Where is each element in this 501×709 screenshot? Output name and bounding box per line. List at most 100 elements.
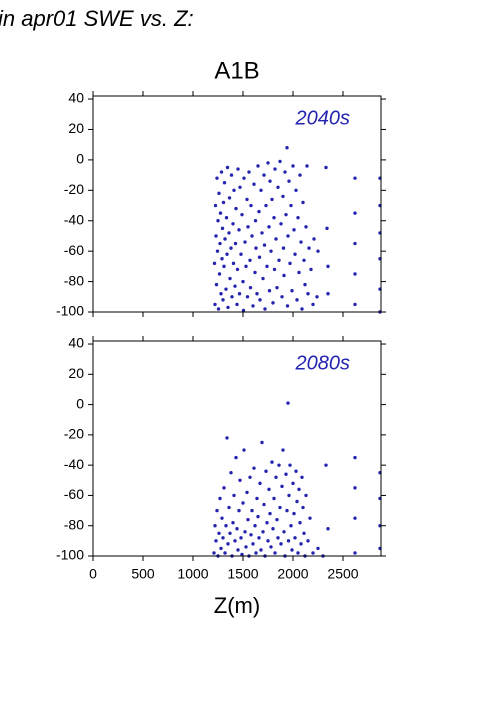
- point: [242, 448, 246, 452]
- point: [212, 551, 216, 555]
- point: [326, 264, 330, 269]
- page-title: in apr01 SWE vs. Z:: [0, 6, 194, 31]
- point: [231, 520, 235, 525]
- point: [261, 530, 265, 534]
- point: [257, 209, 261, 214]
- point: [297, 487, 301, 492]
- point: [215, 176, 219, 180]
- point: [274, 237, 278, 241]
- point: [298, 173, 302, 177]
- y-tick-label: -40: [64, 456, 84, 472]
- point: [228, 531, 232, 535]
- point: [246, 517, 250, 522]
- point: [221, 536, 225, 540]
- point: [299, 240, 303, 244]
- point: [225, 436, 229, 440]
- point: [304, 225, 308, 229]
- point: [315, 295, 319, 299]
- point: [213, 524, 217, 528]
- point: [273, 551, 277, 555]
- point: [277, 258, 281, 262]
- y-tick-label: 40: [68, 90, 84, 106]
- point: [353, 486, 357, 490]
- point: [223, 551, 227, 555]
- plot-frame: [92, 340, 382, 557]
- point: [282, 530, 286, 534]
- point: [250, 234, 254, 238]
- y-tick-label: -20: [64, 426, 84, 442]
- point: [247, 170, 251, 174]
- y-tick-label: 0: [76, 151, 84, 167]
- point: [216, 219, 220, 223]
- point: [279, 222, 283, 226]
- point: [218, 496, 222, 501]
- point: [239, 536, 243, 540]
- point: [281, 194, 285, 199]
- point: [226, 542, 230, 546]
- point: [227, 196, 232, 200]
- point: [285, 508, 289, 513]
- point: [324, 463, 328, 467]
- point: [296, 215, 300, 220]
- point: [277, 463, 281, 467]
- point: [259, 548, 263, 552]
- y-tick-label: -20: [64, 181, 84, 197]
- y-tick-label: 40: [68, 335, 84, 351]
- x-tick-label: 500: [131, 566, 155, 582]
- point: [242, 176, 246, 180]
- point: [274, 475, 278, 479]
- point: [304, 493, 308, 498]
- point: [286, 234, 290, 238]
- point: [219, 292, 223, 296]
- x-tick-label: 1000: [177, 566, 208, 582]
- point: [227, 231, 231, 235]
- point: [229, 471, 233, 475]
- point: [306, 292, 310, 296]
- y-tick-label: 20: [68, 120, 84, 136]
- point: [241, 279, 245, 284]
- point: [326, 292, 330, 296]
- x-tick-label: 1500: [227, 566, 258, 582]
- point: [353, 241, 357, 246]
- point: [212, 261, 217, 266]
- point: [241, 501, 245, 505]
- point: [326, 527, 330, 531]
- x-tick-label: 0: [89, 566, 97, 582]
- point: [324, 165, 328, 170]
- point: [265, 520, 269, 525]
- point: [281, 448, 285, 452]
- point: [258, 298, 262, 302]
- point: [220, 226, 225, 231]
- y-tick-label: -60: [64, 242, 84, 258]
- point: [353, 302, 357, 307]
- point: [224, 287, 228, 291]
- point: [218, 241, 222, 246]
- point: [268, 511, 272, 516]
- point: [267, 487, 271, 492]
- point: [260, 440, 264, 445]
- point: [222, 264, 226, 269]
- y-tick-label: -100: [56, 547, 84, 563]
- point: [285, 304, 290, 308]
- point: [222, 486, 226, 490]
- point: [316, 249, 320, 253]
- point: [309, 267, 313, 272]
- point: [254, 246, 258, 250]
- point: [233, 284, 237, 288]
- x-tick-label: 2000: [277, 566, 308, 582]
- point: [311, 302, 315, 307]
- y-tick-label: -80: [64, 516, 84, 532]
- y-tick-label: 20: [68, 365, 84, 381]
- point: [245, 197, 249, 202]
- point: [214, 539, 218, 543]
- point: [271, 527, 275, 531]
- point: [287, 179, 291, 183]
- point: [295, 298, 299, 302]
- point: [267, 225, 271, 229]
- point: [307, 246, 311, 250]
- point: [289, 203, 293, 208]
- point: [228, 276, 232, 281]
- point: [229, 246, 233, 250]
- point: [353, 551, 357, 555]
